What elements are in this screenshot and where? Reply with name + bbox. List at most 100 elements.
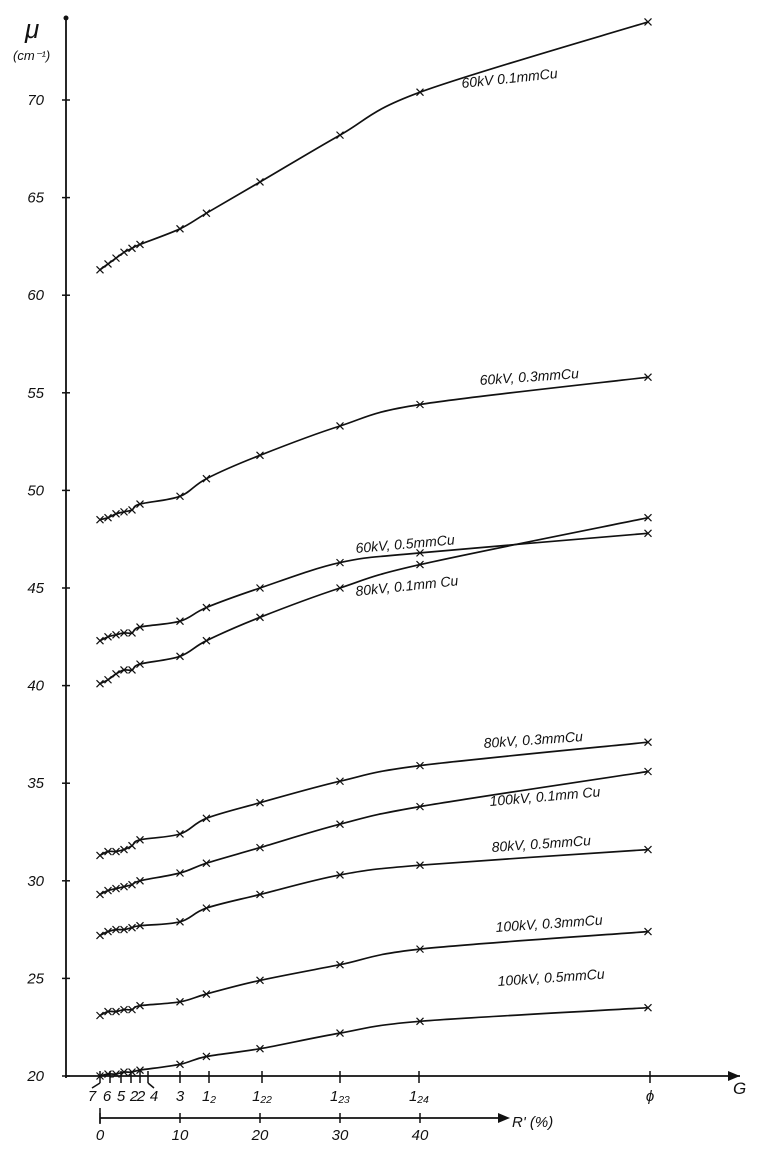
y-tick-label: 40 — [27, 678, 44, 695]
data-point — [120, 1068, 128, 1077]
data-point — [96, 931, 104, 940]
data-point — [104, 927, 112, 936]
data-point — [202, 904, 211, 913]
data-point — [104, 1070, 112, 1078]
data-point — [644, 373, 652, 382]
y-tick-label: 70 — [27, 92, 44, 109]
series-label: 100kV, 0.1mm Cu — [489, 783, 601, 809]
data-point — [128, 923, 136, 932]
data-point — [176, 869, 184, 877]
data-point — [176, 830, 184, 838]
data-point — [256, 178, 264, 186]
g-axis-label: G — [733, 1079, 746, 1098]
y-tick-label: 65 — [27, 190, 44, 207]
data-point — [256, 1044, 264, 1053]
g-tick-label: 1₂ — [202, 1088, 216, 1105]
data-point — [112, 847, 120, 856]
series-label: 60kV, 0.5mmCu — [355, 531, 456, 556]
data-point — [256, 976, 264, 985]
data-point — [644, 513, 652, 522]
data-point — [202, 209, 211, 218]
series-label: 100kV, 0.5mmCu — [497, 966, 605, 989]
data-point — [112, 509, 120, 518]
data-point — [120, 666, 128, 674]
data-point — [644, 767, 652, 776]
y-tick-label: 30 — [27, 873, 44, 890]
data-point — [104, 513, 112, 522]
data-point — [336, 777, 344, 786]
data-point — [256, 843, 264, 852]
y-tick-label: 60 — [27, 287, 44, 304]
data-point — [104, 632, 112, 641]
data-point — [120, 248, 128, 257]
g-tick-label: 2 — [136, 1088, 146, 1105]
data-point — [104, 847, 112, 856]
r-tick-label: 40 — [412, 1127, 429, 1144]
data-point — [256, 890, 264, 899]
data-point — [176, 1060, 184, 1069]
data-point — [416, 560, 424, 569]
y-axis-unit: (cm⁻¹) — [13, 48, 50, 63]
data-point — [136, 240, 144, 249]
data-point — [176, 492, 184, 501]
y-axis-label: μ — [24, 14, 39, 44]
r-tick-label: 0 — [96, 1127, 105, 1144]
data-point — [416, 548, 424, 557]
data-point — [136, 623, 144, 631]
y-tick-label: 45 — [27, 580, 44, 597]
g-tick-label: 5 — [117, 1088, 126, 1105]
data-point — [104, 1007, 112, 1016]
data-point — [202, 990, 211, 998]
data-point — [202, 603, 211, 612]
data-markers — [96, 17, 652, 1080]
data-point — [96, 890, 104, 899]
data-point — [416, 761, 424, 770]
data-point — [120, 925, 128, 934]
data-point — [256, 798, 264, 807]
data-point — [416, 945, 424, 954]
data-point — [644, 529, 652, 538]
data-point — [112, 1007, 120, 1016]
g-tick-label: 1₂₃ — [330, 1088, 350, 1105]
data-point — [96, 636, 104, 645]
data-point — [96, 679, 104, 688]
data-point — [112, 925, 120, 934]
series-label: 80kV, 0.1mm Cu — [355, 572, 460, 599]
data-point — [644, 927, 652, 936]
data-point — [128, 666, 136, 674]
data-point — [644, 845, 652, 854]
g-tick-label: 6 — [103, 1088, 112, 1105]
data-point — [112, 884, 120, 893]
data-point — [202, 636, 211, 645]
data-point — [176, 617, 184, 626]
g-tick-label: 4 — [150, 1088, 158, 1105]
g-tick-label: ϕ — [646, 1088, 654, 1105]
data-point — [136, 835, 144, 844]
y-tick-label: 20 — [26, 1068, 44, 1085]
data-point — [176, 224, 184, 233]
data-point — [96, 1072, 104, 1080]
series-label: 80kV, 0.3mmCu — [483, 728, 583, 751]
series-labels: 60kV 0.1mmCu 60kV, 0.3mmCu 60kV, 0.5mmCu 80… — [355, 65, 606, 989]
data-point — [336, 422, 344, 430]
data-point — [120, 628, 128, 637]
r-axis-arrow — [498, 1113, 510, 1123]
data-point — [176, 997, 184, 1006]
y-tick-label: 55 — [27, 385, 44, 402]
data-point — [104, 675, 112, 684]
g-tick-label: 1₂₂ — [252, 1088, 272, 1105]
y-tick-label: 50 — [27, 482, 44, 499]
data-point — [176, 652, 184, 661]
g-tick-label: 3 — [176, 1088, 185, 1105]
data-point — [416, 88, 424, 97]
data-point — [644, 1003, 652, 1012]
data-point — [128, 1005, 136, 1014]
data-point — [104, 260, 112, 268]
data-point — [336, 131, 344, 140]
r-tick-label: 30 — [332, 1127, 349, 1144]
data-point — [120, 1005, 128, 1014]
g-tick-label: 2 — [129, 1088, 139, 1105]
data-point — [644, 17, 652, 26]
